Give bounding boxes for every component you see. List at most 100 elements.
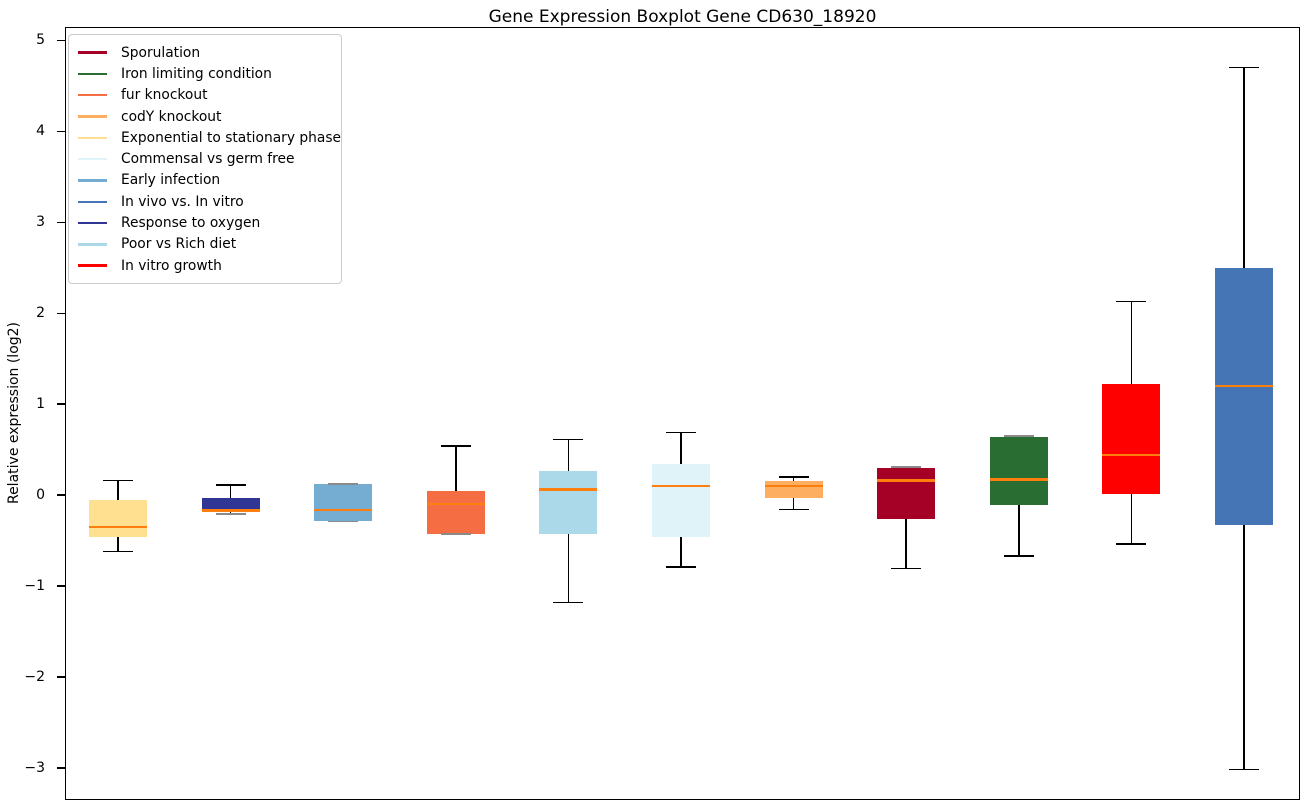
y-tick-label: 4 xyxy=(36,123,45,140)
legend-swatch xyxy=(78,221,107,225)
whisker-cap-upper xyxy=(1229,67,1259,69)
whisker-lower xyxy=(680,536,682,567)
whisker-cap-lower xyxy=(666,566,696,568)
whisker-lower xyxy=(567,534,570,603)
whisker-lower xyxy=(1018,505,1020,556)
legend-item: Commensal vs germ free xyxy=(78,148,331,169)
median-line xyxy=(89,525,147,528)
y-tick-label: −1 xyxy=(24,577,45,594)
y-tick xyxy=(57,312,65,314)
legend-label: Exponential to stationary phase xyxy=(121,129,342,146)
median-line xyxy=(314,508,373,511)
legend-swatch xyxy=(78,94,107,97)
legend-item: codY knockout xyxy=(78,106,331,127)
legend-item: Exponential to stationary phase xyxy=(78,127,341,148)
legend-item: Iron limiting condition xyxy=(78,63,331,84)
whisker-cap-lower xyxy=(103,550,133,553)
whisker-lower xyxy=(117,536,119,552)
box-cody-knockout xyxy=(764,481,823,498)
whisker-cap-upper xyxy=(1116,300,1147,303)
legend-item: In vivo vs. In vitro xyxy=(78,191,331,212)
median-line xyxy=(652,484,710,488)
whisker-upper xyxy=(680,432,682,465)
legend-item: Early infection xyxy=(78,170,331,191)
box-fur-knockout xyxy=(426,490,485,535)
legend-swatch xyxy=(78,179,107,182)
whisker-lower xyxy=(1130,494,1133,545)
box-early-infection xyxy=(314,484,373,522)
whisker-cap-lower xyxy=(1229,768,1259,771)
median-line xyxy=(426,503,485,506)
box-response-to-oxygen xyxy=(201,497,260,513)
median-line xyxy=(877,479,936,482)
y-tick xyxy=(57,39,65,42)
whisker-cap-lower xyxy=(1116,543,1147,545)
y-tick xyxy=(57,494,65,496)
whisker-cap-upper xyxy=(103,479,133,482)
legend-item: Poor vs Rich diet xyxy=(78,234,331,255)
legend-item: Sporulation xyxy=(78,42,331,63)
y-tick xyxy=(57,403,65,405)
whisker-cap-upper xyxy=(666,431,696,433)
y-tick-label: 3 xyxy=(36,214,45,231)
legend-label: In vivo vs. In vitro xyxy=(121,193,244,210)
whisker-cap-lower xyxy=(440,533,471,535)
legend-label: Poor vs Rich diet xyxy=(121,236,237,253)
legend-swatch xyxy=(78,115,107,118)
legend: Sporulation Iron limiting condition fur kn… xyxy=(68,34,342,285)
whisker-cap-upper xyxy=(553,438,584,441)
whisker-lower xyxy=(1243,525,1245,770)
whisker-cap-lower xyxy=(215,513,246,515)
median-line xyxy=(539,488,598,491)
whisker-lower xyxy=(229,512,232,515)
whisker-upper xyxy=(229,485,232,498)
whisker-upper xyxy=(117,480,119,500)
box-poor-vs-rich-diet xyxy=(539,471,598,535)
legend-swatch xyxy=(78,200,107,203)
legend-label: Early infection xyxy=(121,172,221,189)
legend-label: codY knockout xyxy=(121,108,222,125)
whisker-upper xyxy=(1243,67,1245,268)
y-tick xyxy=(57,585,65,587)
legend-label: In vitro growth xyxy=(121,257,222,274)
box-iron-limiting-condition xyxy=(989,436,1048,506)
legend-item: Response to oxygen xyxy=(78,212,331,233)
legend-item: fur knockout xyxy=(78,85,331,106)
box-commensal-vs-germ-free xyxy=(652,464,710,537)
whisker-cap-upper xyxy=(891,466,922,468)
whisker-upper xyxy=(1130,301,1133,385)
legend-label: Response to oxygen xyxy=(121,215,261,232)
chart-title: Gene Expression Boxplot Gene CD630_18920 xyxy=(488,7,877,27)
y-tick xyxy=(57,130,65,133)
legend-swatch xyxy=(78,243,107,246)
whisker-cap-lower xyxy=(1003,555,1034,557)
median-line xyxy=(764,484,823,488)
median-line xyxy=(989,478,1048,481)
y-tick xyxy=(57,221,65,223)
y-tick-label: 0 xyxy=(36,487,45,504)
box-in-vitro-growth xyxy=(1102,384,1161,495)
whisker-upper xyxy=(567,439,570,472)
whisker-cap-lower xyxy=(778,508,809,511)
y-tick-label: −2 xyxy=(24,668,45,685)
legend-label: Commensal vs germ free xyxy=(121,151,295,168)
whisker-cap-upper xyxy=(778,476,809,478)
whisker-cap-upper xyxy=(215,484,246,486)
legend-swatch xyxy=(78,72,107,76)
whisker-cap-upper xyxy=(440,445,471,447)
legend-swatch xyxy=(78,51,107,54)
legend-swatch xyxy=(78,264,107,267)
box-in-vivo-vs-in-vitro xyxy=(1215,267,1273,526)
y-tick-label: 1 xyxy=(36,396,45,413)
legend-swatch xyxy=(78,136,107,140)
legend-label: Iron limiting condition xyxy=(121,65,272,82)
median-line xyxy=(1102,453,1161,457)
whisker-upper xyxy=(455,445,457,491)
whisker-cap-upper xyxy=(1003,435,1034,437)
whisker-lower xyxy=(905,518,907,569)
whisker-upper xyxy=(792,476,795,482)
y-tick xyxy=(57,767,65,769)
whisker-cap-upper xyxy=(328,483,359,485)
median-line xyxy=(1215,384,1273,388)
y-tick-label: −3 xyxy=(24,759,45,776)
